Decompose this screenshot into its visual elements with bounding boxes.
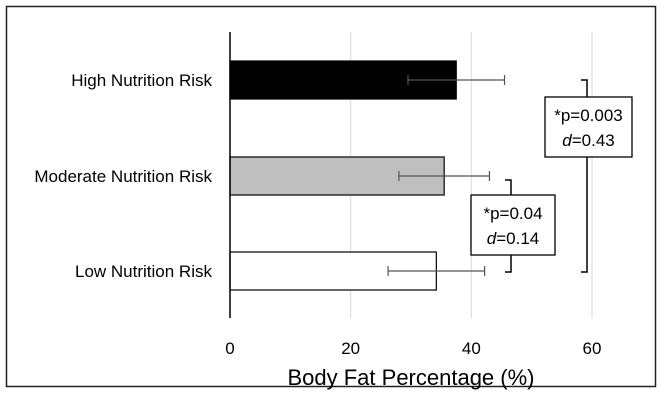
significance-bracket: [581, 79, 588, 273]
x-tick-label: 60: [583, 339, 602, 358]
axes: 0 20 40 60 High Nutrition Risk Moderate Nutri…: [34, 32, 601, 358]
category-label: High Nutrition Risk: [71, 71, 212, 90]
effect-size-label: d=0.14: [487, 229, 539, 248]
error-bars: [387, 75, 506, 276]
p-value-label: *p=0.04: [483, 204, 542, 223]
significance-annotation-moderate-vs-low: *p=0.04 d=0.14: [470, 179, 556, 273]
x-tick-label: 40: [462, 339, 481, 358]
x-tick-label: 20: [341, 339, 360, 358]
effect-size-label: d=0.43: [562, 131, 614, 150]
p-value-label: *p=0.003: [554, 106, 623, 125]
annotation-box: [470, 194, 556, 256]
bars: [229, 60, 457, 291]
annotation-box: [544, 96, 633, 158]
effect-size-symbol: d: [562, 131, 572, 150]
x-axis-title: Body Fat Percentage (%): [287, 365, 534, 390]
category-label: Moderate Nutrition Risk: [34, 167, 212, 186]
effect-size-symbol: d: [487, 229, 497, 248]
effect-size-value: =0.43: [572, 131, 615, 150]
category-label: Low Nutrition Risk: [75, 262, 212, 281]
x-tick-label: 0: [225, 339, 234, 358]
effect-size-value: =0.14: [496, 229, 539, 248]
significance-annotation-high-vs-low: *p=0.003 d=0.43: [544, 79, 633, 273]
